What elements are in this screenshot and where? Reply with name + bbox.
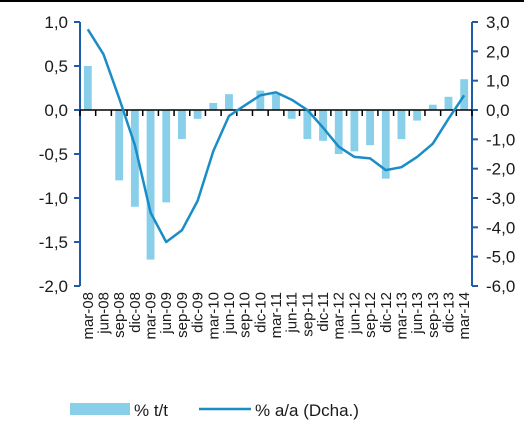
x-tick-label: jun-08 bbox=[96, 292, 113, 335]
right-tick-label: -3,0 bbox=[486, 189, 515, 208]
x-tick-label: jun-11 bbox=[284, 292, 301, 334]
legend-label-line: % a/a (Dcha.) bbox=[255, 401, 359, 420]
left-tick-label: 0,5 bbox=[44, 57, 68, 76]
bar bbox=[178, 110, 186, 140]
bar bbox=[193, 110, 202, 119]
x-tick-label: jun-10 bbox=[221, 292, 238, 335]
bar bbox=[319, 110, 327, 141]
x-tick-label: mar-11 bbox=[268, 292, 285, 338]
left-axis: 1,0 0,5 0,0 -0,5 -1,0 -1,5 -2,0 bbox=[39, 13, 81, 296]
right-tick-label: 3,0 bbox=[486, 13, 510, 32]
zero-axis bbox=[79, 109, 473, 116]
x-tick-label: sep-09 bbox=[174, 292, 191, 338]
right-axis: 3,0 2,0 1,0 0,0 -1,0 -2,0 -3,0 -4,0 -5,0 -6,0 bbox=[471, 13, 515, 296]
bar bbox=[303, 110, 312, 140]
right-tick-label: -5,0 bbox=[486, 248, 515, 267]
x-tick-label: jun-09 bbox=[158, 292, 175, 335]
x-tick-label: mar-12 bbox=[331, 292, 348, 340]
x-tick-label: dic-12 bbox=[378, 292, 395, 333]
bar bbox=[413, 110, 422, 121]
left-tick-label: -2,0 bbox=[39, 277, 68, 296]
x-axis-labels: mar-08jun-08sep-08dic-08mar-09jun-09sep-… bbox=[80, 292, 473, 340]
x-tick-label: mar-09 bbox=[143, 292, 160, 340]
right-tick-label: 1,0 bbox=[486, 72, 510, 91]
x-tick-label: mar-10 bbox=[205, 292, 222, 340]
x-tick-label: jun-12 bbox=[346, 292, 363, 335]
bar-series bbox=[83, 66, 469, 260]
right-tick-label: 2,0 bbox=[486, 42, 510, 61]
bar bbox=[130, 110, 139, 207]
bar bbox=[428, 104, 437, 110]
x-tick-label: sep-11 bbox=[299, 292, 316, 337]
line-path bbox=[86, 28, 466, 244]
line-series bbox=[86, 28, 466, 244]
x-tick-label: dic-13 bbox=[440, 292, 457, 333]
right-tick-label: -6,0 bbox=[486, 277, 515, 296]
x-tick-label: mar-14 bbox=[456, 292, 473, 340]
bar bbox=[209, 102, 218, 110]
x-tick-label: dic-10 bbox=[252, 292, 269, 333]
bar bbox=[162, 110, 171, 203]
bar bbox=[256, 90, 265, 110]
bar bbox=[397, 110, 406, 140]
legend: % t/t % a/a (Dcha.) bbox=[70, 401, 359, 420]
bar bbox=[366, 110, 374, 146]
left-tick-label: 0,0 bbox=[44, 101, 68, 120]
left-tick-label: -0,5 bbox=[39, 145, 68, 164]
x-tick-label: dic-08 bbox=[127, 292, 144, 333]
bar bbox=[225, 94, 233, 110]
right-tick-label: -1,0 bbox=[486, 130, 515, 149]
bar bbox=[146, 110, 155, 260]
bar bbox=[287, 110, 296, 119]
x-tick-label: jun-13 bbox=[409, 292, 426, 335]
bar bbox=[444, 96, 453, 110]
bar bbox=[381, 110, 390, 179]
x-tick-label: sep-12 bbox=[362, 292, 379, 338]
right-tick-label: -4,0 bbox=[486, 218, 515, 237]
x-tick-label: mar-08 bbox=[80, 292, 97, 340]
bar bbox=[460, 79, 469, 110]
x-tick-label: dic-09 bbox=[190, 292, 207, 333]
right-tick-label: 0,0 bbox=[486, 101, 510, 120]
x-tick-label: sep-10 bbox=[237, 292, 254, 338]
bar bbox=[115, 110, 124, 181]
legend-swatch-bar bbox=[70, 403, 130, 415]
bar bbox=[83, 66, 92, 110]
left-tick-label: -1,5 bbox=[39, 233, 68, 252]
x-tick-label: dic-11 bbox=[315, 292, 332, 332]
legend-label-bar: % t/t bbox=[134, 401, 168, 420]
x-tick-label: sep-13 bbox=[425, 292, 442, 338]
left-tick-label: 1,0 bbox=[44, 13, 68, 32]
x-tick-label: sep-08 bbox=[111, 292, 128, 338]
bar bbox=[334, 110, 343, 154]
left-tick-label: -1,0 bbox=[39, 189, 68, 208]
right-tick-label: -2,0 bbox=[486, 160, 515, 179]
bar bbox=[272, 94, 280, 110]
x-tick-label: mar-13 bbox=[393, 292, 410, 340]
bar bbox=[350, 110, 359, 152]
